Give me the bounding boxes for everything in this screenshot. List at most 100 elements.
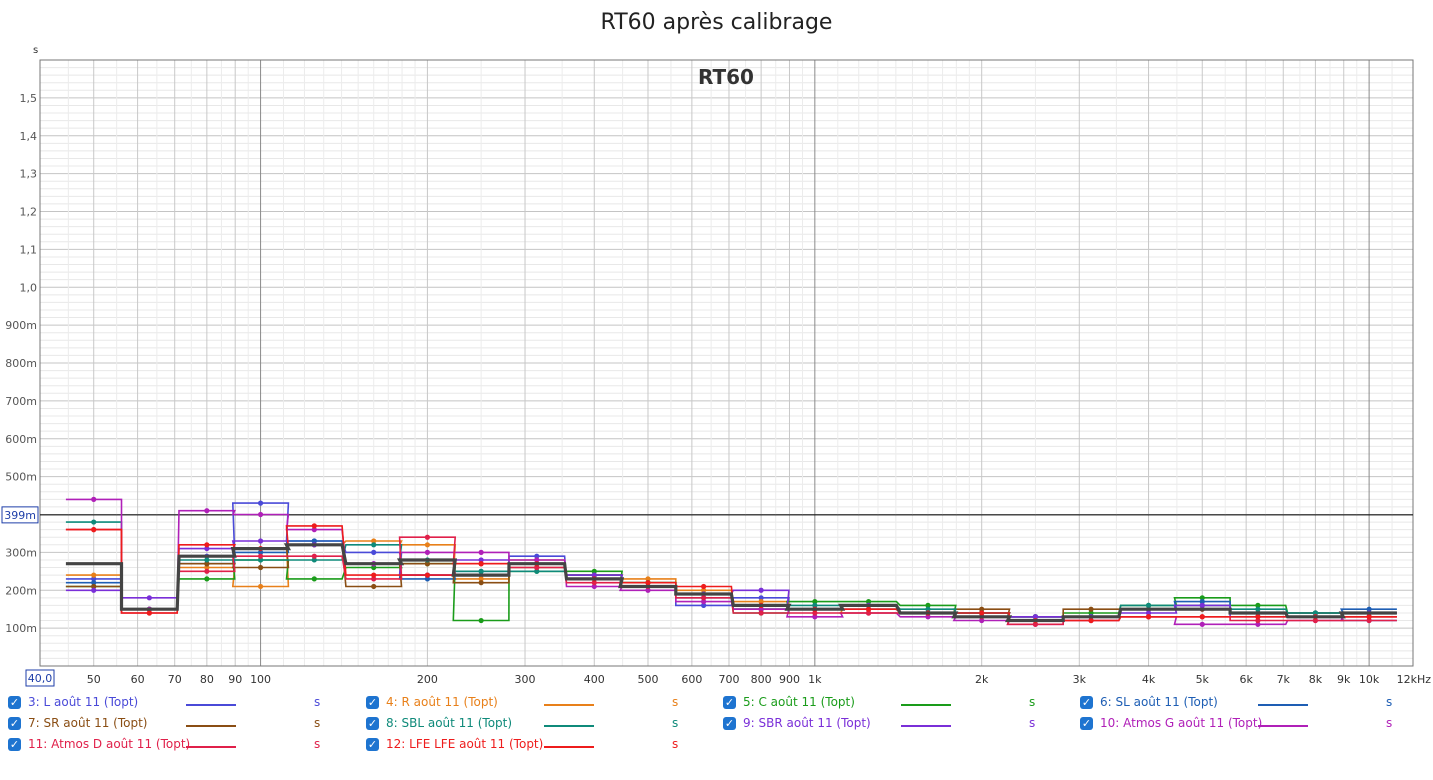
data-point [758,610,764,616]
data-point [424,576,431,582]
data-point [1145,614,1152,620]
data-point [204,561,210,567]
data-point [701,602,707,609]
data-point [257,564,264,571]
legend-label: 10: Atmos G août 11 (Topt) [1100,716,1263,730]
data-point [91,572,97,578]
data-point [925,614,931,620]
data-point [91,519,97,525]
y-tick-label: 1,4 [20,130,38,143]
data-point [1255,606,1261,612]
data-point [979,606,985,612]
y-unit-label: s [33,45,38,56]
legend-swatch [1258,704,1308,706]
y-tick-label: 1,3 [20,168,38,181]
data-point [645,580,651,586]
data-point [645,576,651,582]
checkbox-icon[interactable]: ✓ [366,717,379,730]
data-point [758,599,764,605]
data-point [478,568,484,574]
data-point [812,599,818,605]
legend-unit: s [672,737,679,751]
legend-swatch [186,725,236,727]
data-point [371,572,377,578]
x-tick-label: 7k [1277,673,1291,686]
x-tick-label: 90 [228,673,242,686]
x-tick-label: 12kHz [1397,673,1432,686]
checkbox-icon[interactable]: ✓ [1080,696,1093,709]
data-point [979,610,985,616]
data-point [204,564,210,571]
data-point [478,549,484,555]
data-point [424,542,431,548]
data-point [204,545,210,552]
rt60-plot[interactable]: s RT60 100m200m300m500m600m700m800m900m1… [0,0,1433,694]
legend-swatch [186,704,236,706]
y-tick-label: 500m [5,471,37,484]
data-point [478,557,484,563]
y-tick-label: 100m [5,622,37,635]
checkbox-icon[interactable]: ✓ [1080,717,1093,730]
data-point [257,557,264,563]
legend-label: 5: C août 11 (Topt) [743,695,855,709]
legend-unit: s [314,695,321,709]
data-point [1088,610,1094,616]
checkbox-icon[interactable]: ✓ [8,717,21,730]
data-point [534,564,540,571]
legend-swatch [544,746,594,748]
x-tick-label: 900 [779,673,800,686]
data-point [478,561,484,567]
x-tick-label: 70 [168,673,182,686]
data-point [1088,617,1094,624]
x-tick-label: 80 [200,673,214,686]
legend-swatch [901,704,951,706]
legend-unit: s [314,716,321,730]
data-point [311,557,317,563]
y-tick-label: 200m [5,584,37,597]
checkbox-icon[interactable]: ✓ [723,717,736,730]
data-point [371,576,377,582]
data-point [146,610,152,616]
x-tick-label: 60 [131,673,145,686]
data-point [91,496,97,502]
data-point [257,583,264,590]
data-point [1199,621,1205,627]
data-point [1145,610,1152,616]
data-point [1255,614,1261,620]
y-tick-label: 800m [5,357,37,370]
cursor-value-box [1,506,39,524]
checkbox-icon[interactable]: ✓ [366,696,379,709]
checkbox-icon[interactable]: ✓ [723,696,736,709]
data-point [371,549,377,555]
data-point [1312,617,1318,624]
data-point [701,583,707,590]
checkbox-icon[interactable]: ✓ [366,738,379,751]
data-point [1255,617,1261,624]
y-tick-label: 300m [5,546,37,559]
data-point [424,561,431,567]
legend-swatch [901,725,951,727]
x-tick-label: 2k [975,673,989,686]
data-point [371,583,377,590]
checkbox-icon[interactable]: ✓ [8,696,21,709]
data-point [534,557,540,563]
legend-swatch [544,704,594,706]
data-point [91,583,97,590]
legend-label: 7: SR août 11 (Topt) [28,716,148,730]
x-tick-label: 3k [1073,673,1087,686]
data-point [311,553,317,559]
x-tick-label: 9k [1337,673,1351,686]
data-point [311,538,317,544]
grid [39,59,1414,667]
legend-label: 8: SBL août 11 (Topt) [386,716,513,730]
legend-unit: s [672,695,679,709]
data-point [91,580,97,586]
series-layer [65,496,1397,627]
data-point [865,610,872,616]
legend-unit: s [314,737,321,751]
checkbox-icon[interactable]: ✓ [8,738,21,751]
legend-label: 12: LFE LFE août 11 (Topt) [386,737,544,751]
data-point [925,602,931,609]
data-point [645,587,651,593]
data-point [424,549,431,555]
